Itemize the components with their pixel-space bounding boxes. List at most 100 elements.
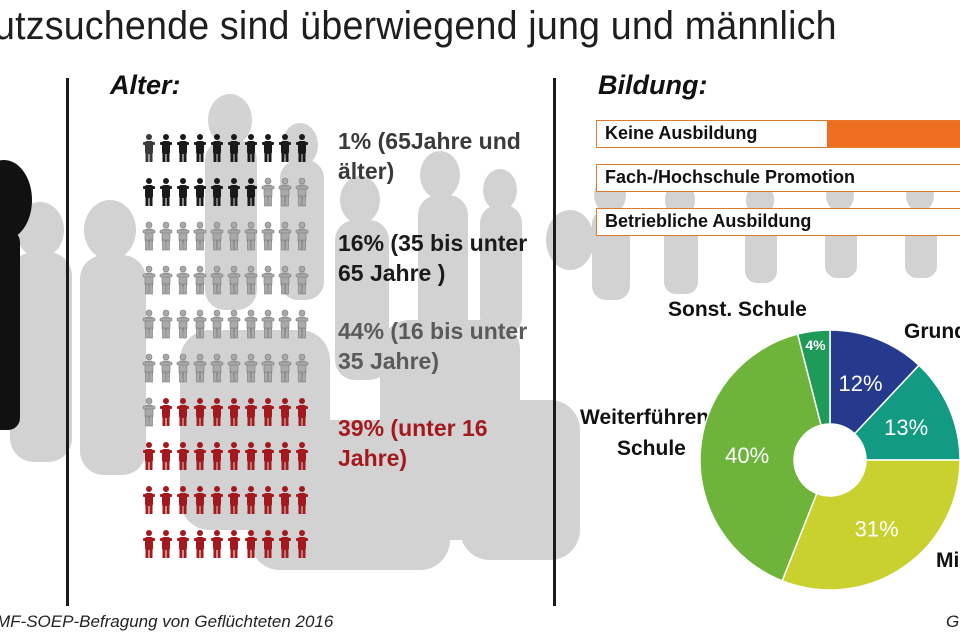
- pie-data-label: 4%: [805, 337, 826, 353]
- age-label-35-65-line1: 16% (35 bis unter: [338, 230, 528, 256]
- person-icon: [228, 442, 240, 470]
- age-label-65plus-line2: älter): [338, 158, 395, 184]
- person-icon: [177, 398, 189, 426]
- person-icon: [177, 134, 189, 162]
- person-icon: [159, 353, 173, 383]
- person-icon: [160, 134, 172, 162]
- age-label-16-35: 44% (16 bis unter 35 Jahre): [338, 316, 527, 376]
- person-icon: [261, 177, 275, 207]
- edu-bar-label: Keine Ausbildung: [605, 123, 758, 143]
- person-icon: [227, 353, 241, 383]
- person-icon: [245, 398, 257, 426]
- person-icon: [228, 530, 240, 558]
- person-icon: [244, 353, 258, 383]
- person-icon: [143, 486, 155, 514]
- person-icon: [228, 486, 240, 514]
- pie-data-label: 40%: [725, 443, 769, 468]
- person-icon: [211, 442, 223, 470]
- education-heading: Bildung:: [598, 70, 708, 100]
- person-icon: [194, 486, 206, 514]
- person-icon: [245, 442, 257, 470]
- edu-bar-label: Fach-/Hochschule Promotion: [605, 167, 856, 187]
- person-icon: [211, 398, 223, 426]
- person-icon: [261, 221, 275, 251]
- pie-slice: [781, 459, 960, 591]
- edu-bar-betrieblich: Betriebliche Ausbildung: [596, 208, 960, 236]
- person-icon: [142, 353, 156, 383]
- person-icon: [194, 134, 206, 162]
- person-icon: [278, 353, 292, 383]
- person-icon: [211, 178, 223, 206]
- person-icon: [177, 486, 189, 514]
- person-icon: [194, 178, 206, 206]
- person-icon: [159, 309, 173, 339]
- person-icon: [193, 265, 207, 295]
- person-icon: [193, 221, 207, 251]
- person-icon: [210, 309, 224, 339]
- page-title: utzsuchende sind überwiegend jung und mä…: [0, 4, 837, 48]
- person-icon: [262, 442, 274, 470]
- person-icon: [296, 486, 308, 514]
- person-icon: [296, 442, 308, 470]
- education-pie-chart: 12%13% 31% 40% 4%: [700, 329, 960, 591]
- person-icon: [245, 134, 257, 162]
- person-icon: [177, 178, 189, 206]
- person-icon: [295, 353, 309, 383]
- person-icon: [142, 265, 156, 295]
- person-icon: [210, 221, 224, 251]
- person-icon: [261, 309, 275, 339]
- person-icon: [262, 486, 274, 514]
- person-icon: [295, 221, 309, 251]
- edu-bar-fill: [827, 121, 960, 147]
- person-icon: [261, 353, 275, 383]
- pie-label-grund: Grund: [904, 320, 960, 343]
- pie-label-weiterfuehrende-2: Schule: [617, 437, 686, 460]
- pie-data-label: 13%: [884, 415, 928, 440]
- person-icon: [244, 221, 258, 251]
- person-icon: [142, 221, 156, 251]
- person-icon: [278, 309, 292, 339]
- pie-label-sonst-schule: Sonst. Schule: [668, 298, 807, 321]
- person-icon: [211, 486, 223, 514]
- pie-slice: [829, 329, 921, 435]
- age-label-65plus-line1: 1% (65Jahre und: [338, 128, 521, 154]
- person-icon: [228, 398, 240, 426]
- person-icon: [295, 309, 309, 339]
- person-icon: [244, 265, 258, 295]
- pie-data-label: 12%: [839, 371, 883, 396]
- age-label-35-65-line2: 65 Jahre ): [338, 260, 446, 286]
- person-icon: [143, 178, 155, 206]
- person-icon: [262, 134, 274, 162]
- person-icon: [244, 309, 258, 339]
- divider-right: [553, 78, 556, 606]
- person-icon: [194, 398, 206, 426]
- person-icon: [194, 442, 206, 470]
- person-icon: [261, 265, 275, 295]
- person-icon: [245, 178, 257, 206]
- person-icon: [176, 265, 190, 295]
- age-label-under16-line2: Jahre): [338, 445, 408, 471]
- person-icon: [278, 221, 292, 251]
- pie-slice: [796, 329, 831, 427]
- divider-left: [66, 78, 69, 606]
- person-icon: [211, 134, 223, 162]
- footer-right-text: G: [946, 612, 960, 631]
- person-icon: [227, 265, 241, 295]
- person-icon: [211, 530, 223, 558]
- person-icon: [295, 265, 309, 295]
- person-icon: [227, 309, 241, 339]
- person-icon: [279, 486, 291, 514]
- person-icon: [176, 309, 190, 339]
- person-icon: [210, 353, 224, 383]
- age-label-65plus: 1% (65Jahre und älter): [338, 126, 521, 186]
- pie-label-mittel: Mi: [936, 549, 960, 572]
- person-icon: [177, 530, 189, 558]
- person-icon: [278, 265, 292, 295]
- person-icon: [142, 309, 156, 339]
- edu-bar-keine-ausbildung: Keine Ausbildung: [596, 120, 960, 148]
- person-icon: [143, 134, 155, 162]
- person-icon: [160, 178, 172, 206]
- person-icon: [245, 486, 257, 514]
- pie-label-weiterfuehrende-1: Weiterführende: [580, 406, 734, 429]
- person-icon: [279, 442, 291, 470]
